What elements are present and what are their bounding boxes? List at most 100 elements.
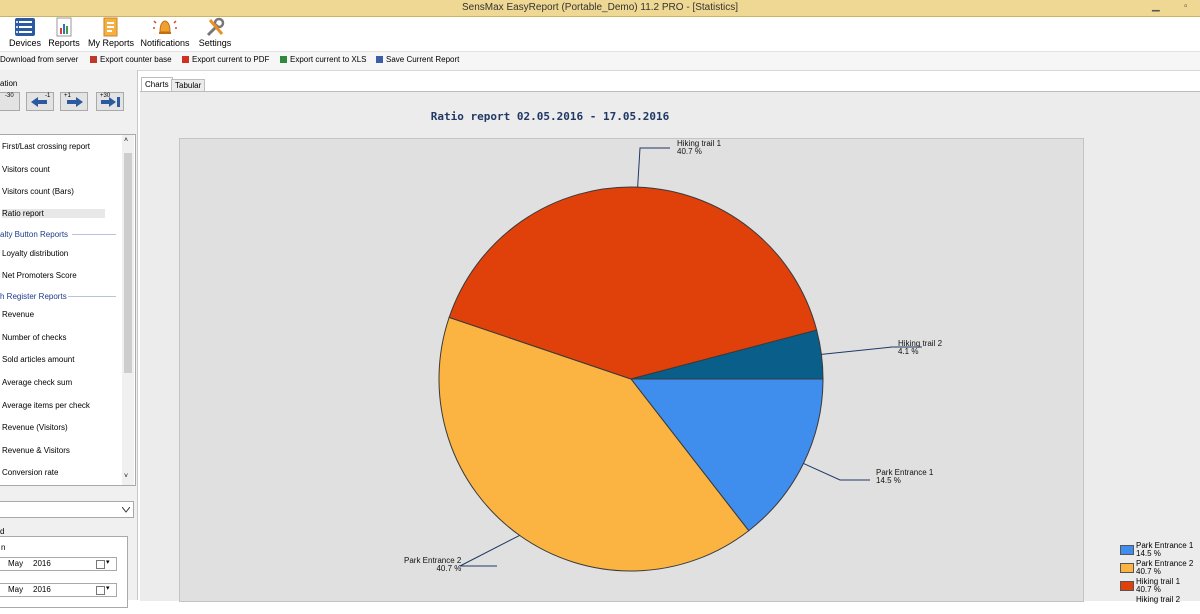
nav-forward-1-label: +1	[64, 93, 71, 99]
pie-slice	[448, 186, 818, 380]
chevron-down-icon	[122, 507, 130, 513]
chevron-down-icon[interactable]: ▾	[106, 559, 110, 566]
devices-button[interactable]: Devices	[8, 17, 42, 48]
nav-forward-1-button[interactable]: +1	[60, 92, 88, 111]
settings-icon	[206, 17, 225, 37]
report-item[interactable]: Average items per check	[2, 401, 90, 410]
report-item[interactable]: Loyalty distribution	[2, 249, 69, 258]
from-year: 2016	[33, 559, 51, 568]
slice-label: Park Entrance 2 40.7 %	[404, 557, 461, 573]
left-panel: ation -30 -1 +1 +30 First/Last crossing …	[0, 70, 138, 608]
slice-label-value: 14.5 %	[876, 476, 901, 485]
slice-label-value: 40.7 %	[677, 147, 702, 156]
navigation-label: ation	[0, 79, 18, 88]
scroll-up-icon[interactable]: ˄	[124, 137, 129, 144]
legend-item: Park Entrance 2 40.7 %	[1120, 560, 1200, 578]
legend-item: Hiking trail 1 40.7 %	[1120, 578, 1200, 596]
report-list-scrollbar[interactable]: ˄ ˅	[122, 135, 134, 485]
leader-line	[459, 534, 520, 567]
report-item[interactable]: Net Promoters Score	[2, 271, 77, 280]
legend-name: Park Entrance 2	[1136, 559, 1194, 568]
legend-value: 14.5 %	[1136, 549, 1161, 558]
report-item[interactable]: Number of checks	[2, 333, 67, 342]
report-group-header: h Register Reports	[0, 292, 67, 301]
reports-button[interactable]: Reports	[48, 17, 80, 48]
to-date-field[interactable]: May 2016 ▾	[0, 583, 117, 597]
counter-select[interactable]	[0, 501, 134, 518]
report-item[interactable]: First/Last crossing report	[2, 142, 91, 151]
report-item[interactable]: Visitors count	[2, 165, 50, 174]
arrow-left-icon	[31, 97, 47, 107]
export-base-icon	[90, 56, 97, 63]
tab-tabular[interactable]: Tabular	[171, 79, 206, 91]
report-item[interactable]: Revenue & Visitors	[2, 446, 70, 455]
legend-item-partial: Hiking trail 2	[1120, 596, 1200, 614]
leader-line	[821, 346, 922, 355]
legend-name: Park Entrance 1	[1136, 541, 1194, 550]
period-group: n May 2016 ▾ May 2016 ▾	[0, 536, 128, 608]
maximize-icon[interactable]: ▫	[1184, 1, 1188, 12]
minimize-icon[interactable]: ▁	[1152, 1, 1160, 12]
report-item[interactable]: Average check sum	[2, 378, 73, 387]
slice-label-value: 4.1 %	[898, 347, 919, 356]
devices-label: Devices	[8, 38, 41, 48]
export-counter-base-button[interactable]: Export counter base	[90, 55, 172, 64]
devices-icon	[15, 18, 35, 36]
action-toolbar: Download from server Export counter base…	[0, 51, 1200, 71]
export-xls-button[interactable]: Export current to XLS	[280, 55, 366, 64]
pie-chart	[438, 147, 922, 572]
report-item[interactable]: Visitors count (Bars)	[2, 187, 74, 196]
calendar-icon[interactable]	[96, 560, 105, 569]
pie-slice	[438, 316, 750, 572]
nav-back-1-button[interactable]: -1	[26, 92, 54, 111]
nav-forward-30-label: +30	[100, 93, 111, 99]
slice-label-name: Hiking trail 2	[898, 339, 943, 348]
report-item[interactable]: Revenue (Visitors)	[2, 423, 68, 432]
legend-swatch	[1120, 581, 1134, 591]
slice-label: Hiking trail 1 40.7 %	[677, 140, 721, 156]
settings-button[interactable]: Settings	[198, 17, 232, 48]
my-reports-icon	[103, 17, 118, 37]
slice-label: Hiking trail 2 4.1 %	[898, 340, 942, 356]
my-reports-label: My Reports	[88, 38, 135, 48]
settings-label: Settings	[198, 38, 232, 48]
legend-item: Park Entrance 1 14.5 %	[1120, 542, 1200, 560]
scroll-down-icon[interactable]: ˅	[124, 473, 129, 480]
scroll-thumb[interactable]	[124, 153, 132, 373]
save-icon	[376, 56, 383, 63]
report-item[interactable]: Sold articles amount	[2, 355, 75, 364]
from-label: n	[1, 543, 6, 552]
report-group-header: alty Button Reports	[0, 230, 69, 239]
to-month: May	[8, 585, 24, 594]
nav-back-30-button[interactable]: -30	[0, 92, 20, 111]
pdf-icon	[182, 56, 189, 63]
to-year: 2016	[33, 585, 51, 594]
arrow-right-icon	[67, 97, 83, 107]
legend-name: Hiking trail 2	[1136, 595, 1181, 604]
reports-label: Reports	[48, 38, 80, 48]
arrow-end-icon	[101, 97, 120, 107]
pie-slice	[630, 329, 824, 380]
download-from-server-label: Download from server	[0, 55, 79, 64]
report-item[interactable]: Revenue	[2, 310, 35, 319]
nav-back-30-label: -30	[5, 93, 14, 99]
calendar-icon[interactable]	[96, 586, 105, 595]
from-date-field[interactable]: May 2016 ▾	[0, 557, 117, 571]
chevron-down-icon[interactable]: ▾	[106, 585, 110, 592]
period-label: d	[0, 527, 5, 536]
notifications-button[interactable]: Notifications	[140, 17, 190, 48]
download-from-server-button[interactable]: Download from server	[0, 55, 78, 64]
report-item-selected[interactable]: Ratio report	[2, 209, 105, 218]
my-reports-button[interactable]: My Reports	[88, 17, 135, 48]
legend-value: 40.7 %	[1136, 567, 1161, 576]
reports-icon	[56, 17, 72, 37]
report-list: First/Last crossing report Visitors coun…	[0, 134, 136, 486]
save-report-button[interactable]: Save Current Report	[376, 55, 459, 64]
notifications-icon	[153, 20, 177, 34]
leader-line	[803, 463, 870, 481]
report-item[interactable]: Conversion rate	[2, 468, 59, 477]
ribbon: Devices Reports My Reports Notifications	[0, 17, 1200, 51]
nav-forward-30-button[interactable]: +30	[96, 92, 124, 111]
export-pdf-button[interactable]: Export current to PDF	[182, 55, 269, 64]
xls-icon	[280, 56, 287, 63]
